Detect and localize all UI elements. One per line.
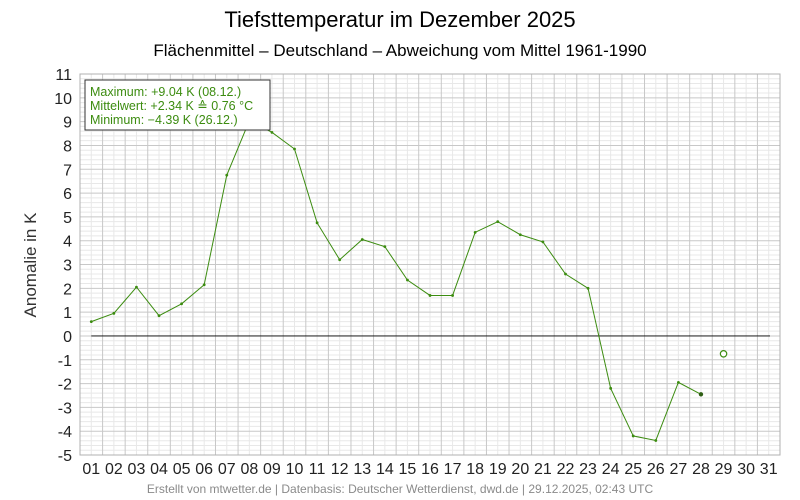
x-tick-label: 25 (624, 461, 642, 478)
x-tick-label: 19 (489, 461, 507, 478)
x-tick-label: 22 (557, 461, 575, 478)
data-point (406, 278, 409, 282)
x-tick-label: 30 (737, 461, 755, 478)
x-tick-label: 10 (286, 461, 304, 478)
x-tick-label: 14 (376, 461, 394, 478)
y-tick-label: 10 (54, 91, 72, 108)
legend-box (84, 79, 271, 131)
x-tick-label: 18 (466, 461, 484, 478)
y-tick-label: 3 (63, 258, 72, 275)
x-tick-label: 13 (353, 461, 371, 478)
y-tick-label: 11 (55, 67, 72, 84)
x-tick-label: 27 (669, 461, 687, 478)
y-tick-label: 4 (63, 234, 72, 251)
grid (79, 73, 781, 456)
x-tick-label: 16 (421, 461, 439, 478)
series-line (89, 119, 728, 442)
data-point (698, 392, 704, 397)
data-point (383, 245, 387, 249)
data-point (293, 147, 296, 151)
x-tick-label: 21 (534, 461, 552, 478)
data-point (157, 314, 161, 318)
x-tick-label: 01 (82, 461, 100, 478)
chart-subtitle: Flächenmittel – Deutschland – Abweichung… (153, 41, 646, 60)
data-point (451, 294, 454, 297)
y-tick-label: -3 (58, 400, 72, 417)
y-tick-label: 1 (63, 305, 72, 322)
x-tick-label: 20 (511, 461, 529, 478)
data-point (564, 272, 567, 276)
x-tick-label: 23 (579, 461, 597, 478)
y-tick-label: -4 (58, 424, 72, 441)
legend-mean: Mittelwert: +2.34 K ≙ 0.76 °C (90, 99, 253, 113)
data-point (202, 283, 206, 287)
stats-legend: Maximum: +9.04 K (08.12.) Mittelwert: +2… (84, 79, 271, 131)
data-point (428, 294, 432, 297)
x-tick-label: 11 (309, 461, 326, 478)
legend-maximum: Maximum: +9.04 K (08.12.) (90, 85, 241, 99)
y-tick-label: -1 (58, 353, 72, 370)
y-tick-label: -5 (58, 448, 72, 465)
data-point (586, 286, 590, 290)
y-tick-label: 2 (63, 281, 72, 298)
x-axis-ticks: 01 02 03 04 05 06 07 08 09 10 11 12 13 14 15 16 17 18 19 20… (82, 461, 777, 478)
x-tick-label: 12 (331, 461, 349, 478)
series-path (91, 119, 702, 442)
x-tick-label: 02 (105, 461, 123, 478)
x-tick-label: 29 (715, 461, 733, 478)
x-tick-label: 26 (647, 461, 665, 478)
x-tick-label: 15 (399, 461, 417, 478)
y-tick-label: 6 (63, 186, 72, 203)
y-tick-label: 7 (63, 162, 72, 179)
data-point (518, 233, 522, 237)
data-point (225, 173, 229, 177)
provisional-point (719, 349, 728, 358)
footer-credits: Erstellt von mtwetter.de | Datenbasis: D… (147, 482, 654, 496)
data-point (180, 302, 184, 306)
data-point (541, 240, 545, 244)
legend-minimum: Minimum: −4.39 K (26.12.) (90, 113, 238, 127)
x-tick-label: 04 (150, 461, 168, 478)
y-tick-label: 9 (63, 115, 72, 132)
y-axis-label: Anomalie in K (21, 212, 40, 318)
x-tick-label: 05 (173, 461, 191, 478)
x-tick-label: 24 (602, 461, 620, 478)
data-point (112, 311, 116, 315)
x-tick-label: 07 (218, 461, 236, 478)
data-point (315, 221, 319, 225)
x-tick-label: 08 (240, 461, 258, 478)
data-point (654, 439, 658, 442)
data-point (338, 258, 342, 262)
x-tick-label: 06 (195, 461, 213, 478)
y-axis-ticks: -5 -4 -3 -2 -1 0 1 2 3 4 5 6 7 8 9 10 11 (54, 67, 72, 465)
y-tick-label: 0 (63, 329, 72, 346)
y-tick-label: 8 (63, 138, 72, 155)
chart-title: Tiefsttemperatur im Dezember 2025 (224, 7, 575, 32)
plot-frame (79, 73, 781, 456)
data-point (496, 220, 500, 224)
y-tick-label: -2 (58, 377, 72, 394)
data-point (89, 320, 93, 324)
x-tick-label: 31 (760, 461, 778, 478)
x-tick-label: 28 (692, 461, 710, 478)
data-point (676, 380, 680, 384)
data-point (609, 386, 613, 390)
x-tick-label: 09 (263, 461, 281, 478)
data-point (135, 285, 138, 289)
y-tick-label: 5 (63, 210, 72, 227)
data-point (360, 238, 364, 241)
x-tick-label: 17 (444, 461, 462, 478)
data-point (270, 130, 274, 134)
data-point (473, 230, 477, 234)
data-point (631, 434, 635, 438)
x-tick-label: 03 (128, 461, 146, 478)
